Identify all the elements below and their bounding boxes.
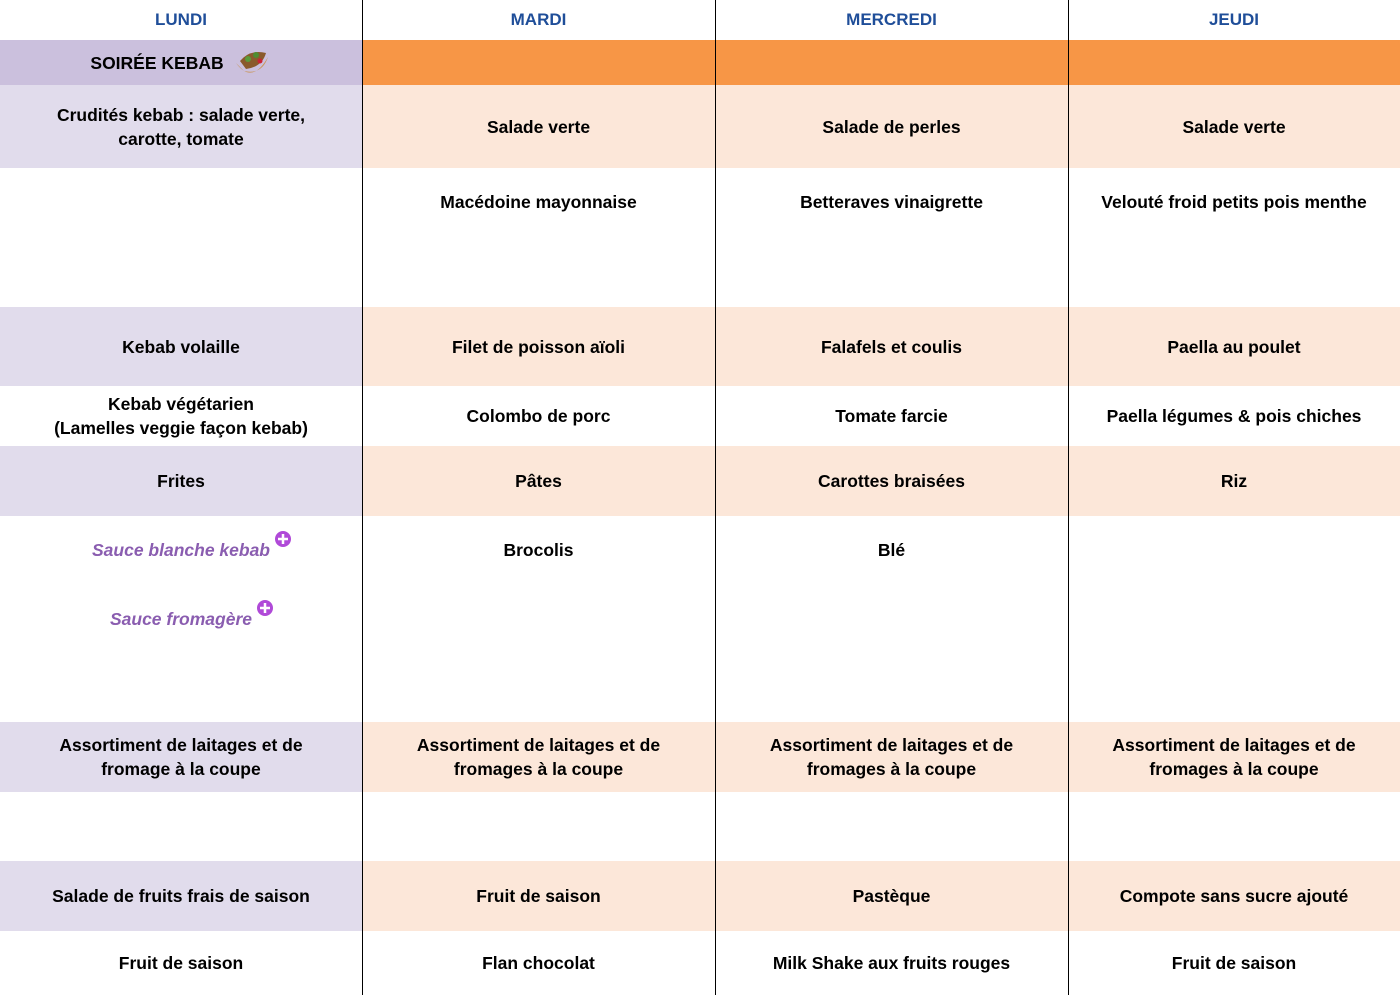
dish: Salade verte (486, 116, 591, 137)
menu-cell: Blé (715, 516, 1068, 722)
menu-cell (1068, 40, 1400, 85)
menu-cell: Macédoine mayonnaise (362, 168, 715, 307)
dish: Fruit de saison (1171, 953, 1297, 973)
menu-cell (0, 792, 362, 861)
menu-cell: Frites (0, 446, 362, 516)
menu-cell: Kebab végétarien (Lamelles veggie façon … (0, 386, 362, 446)
sauce-text: Sauce blanche kebab (92, 540, 270, 560)
dish: Velouté froid petits pois menthe (1101, 192, 1367, 212)
dish: Macédoine mayonnaise (440, 192, 637, 212)
dish: Assortiment de laitages et de fromages à… (416, 735, 661, 779)
menu-cell: SOIRÉE KEBAB (0, 40, 362, 85)
dish: Betteraves vinaigrette (800, 192, 983, 212)
menu-cell: Compote sans sucre ajouté (1068, 861, 1400, 931)
menu-cell (1068, 792, 1400, 861)
dish: Carottes braisées (818, 471, 965, 491)
menu-cell: Assortiment de laitages et de fromages à… (715, 722, 1068, 792)
menu-cell: Salade verte (1068, 85, 1400, 168)
menu-cell: Paella légumes & pois chiches (1068, 386, 1400, 446)
menu-cell: Salade de fruits frais de saison (0, 861, 362, 931)
dish: Brocolis (503, 540, 574, 560)
menu-cell: Colombo de porc (362, 386, 715, 446)
menu-cell (1068, 516, 1400, 722)
dish: Fruit de saison (476, 886, 601, 906)
day-header: MERCREDI (846, 10, 937, 29)
dish: Assortiment de laitages et de fromage à … (59, 735, 303, 779)
menu-cell (715, 792, 1068, 861)
sauce-icon (257, 600, 273, 616)
menu-cell: Betteraves vinaigrette (715, 168, 1068, 307)
menu-cell: Assortiment de laitages et de fromages à… (1068, 722, 1400, 792)
dish: Riz (1220, 471, 1248, 491)
menu-cell (715, 40, 1068, 85)
menu-cell: Kebab volaille (0, 307, 362, 386)
dish: SOIRÉE KEBAB (90, 52, 224, 73)
sauce: Sauce fromagère (109, 600, 273, 631)
menu-cell: Fruit de saison (1068, 931, 1400, 995)
column-divider (362, 0, 363, 995)
sauce-icon (275, 531, 291, 547)
day-header: LUNDI (155, 10, 207, 29)
dish: Falafels et coulis (820, 336, 963, 357)
menu-cell: Fruit de saison (0, 931, 362, 995)
menu-cell: Fruit de saison (362, 861, 715, 931)
dish: Salade de fruits frais de saison (52, 886, 310, 906)
menu-cell: Brocolis (362, 516, 715, 722)
column-divider (1068, 0, 1069, 995)
dish: Blé (877, 540, 906, 560)
menu-cell: Riz (1068, 446, 1400, 516)
sauce: Sauce blanche kebab (92, 531, 291, 562)
dish: Compote sans sucre ajouté (1119, 886, 1349, 906)
dish: Salade de perles (822, 116, 961, 137)
menu-cell: Salade verte (362, 85, 715, 168)
menu-cell: Tomate farcie (715, 386, 1068, 446)
dish: Pastèque (852, 886, 931, 906)
menu-cell: Assortiment de laitages et de fromages à… (362, 722, 715, 792)
menu-cell: Salade de perles (715, 85, 1068, 168)
kebab-icon (235, 51, 268, 73)
menu-cell: Milk Shake aux fruits rouges (715, 931, 1068, 995)
dish: Paella légumes & pois chiches (1106, 406, 1362, 426)
sauce-text: Sauce fromagère (109, 609, 252, 629)
menu-cell: Falafels et coulis (715, 307, 1068, 386)
menu-cell (0, 168, 362, 307)
dish: Paella au poulet (1167, 336, 1301, 357)
menu-cell: Paella au poulet (1068, 307, 1400, 386)
dish: Salade verte (1182, 116, 1286, 137)
menu-cell: Assortiment de laitages et de fromage à … (0, 722, 362, 792)
dish: Assortiment de laitages et de fromages à… (1112, 735, 1356, 779)
dish: Frites (157, 471, 205, 491)
dish: Pâtes (515, 471, 562, 491)
menu-cell (362, 792, 715, 861)
dish: Crudités kebab : salade verte, carotte, … (56, 104, 306, 149)
dish: Filet de poisson aïoli (451, 336, 626, 357)
day-header: JEUDI (1208, 10, 1260, 29)
dish: Assortiment de laitages et de fromages à… (769, 735, 1014, 779)
dish: Fruit de saison (118, 953, 244, 973)
dish: Colombo de porc (466, 406, 611, 426)
menu-cell: Flan chocolat (362, 931, 715, 995)
menu-cell: Sauce blanche kebab Sauce fromagère (0, 516, 362, 722)
menu-cell: Velouté froid petits pois menthe (1068, 168, 1400, 307)
menu-cell: Carottes braisées (715, 446, 1068, 516)
menu-cell: Pastèque (715, 861, 1068, 931)
menu-cell: Crudités kebab : salade verte, carotte, … (0, 85, 362, 168)
dish: Kebab végétarien (Lamelles veggie façon … (54, 394, 308, 438)
dish: Kebab volaille (122, 336, 240, 357)
dish: Milk Shake aux fruits rouges (772, 953, 1011, 973)
dish: Tomate farcie (835, 406, 948, 426)
day-header: MARDI (510, 10, 567, 29)
menu-cell (362, 40, 715, 85)
dish: Flan chocolat (482, 953, 595, 973)
column-divider (715, 0, 716, 995)
menu-cell: Filet de poisson aïoli (362, 307, 715, 386)
menu-cell: Pâtes (362, 446, 715, 516)
